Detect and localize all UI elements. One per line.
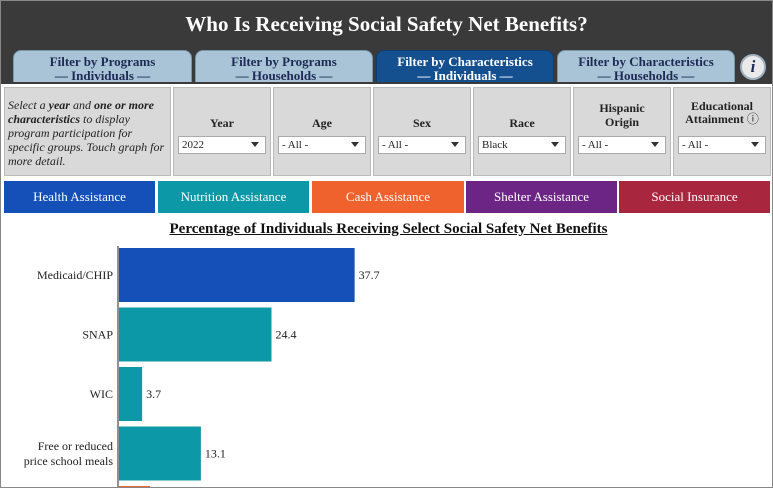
chevron-down-icon (451, 142, 459, 147)
tab-label-line2: — Households — (597, 68, 695, 83)
sex-select-value: - All - (382, 139, 409, 151)
filter-age: Age - All - (273, 87, 371, 176)
chevron-down-icon (251, 142, 259, 147)
filter-year: Year 2022 (173, 87, 271, 176)
help-text-characteristics: one or more characteristics (8, 98, 154, 126)
age-select[interactable]: - All - (278, 136, 366, 154)
filter-hispanic-origin: Hispanic Origin - All - (573, 87, 671, 176)
chart-title: Percentage of Individuals Receiving Sele… (169, 221, 608, 237)
page-title: Who Is Receiving Social Safety Net Benef… (185, 12, 588, 36)
category-tick-label: SNAP (82, 328, 113, 342)
help-text-year: year (48, 98, 70, 112)
help-text-part: to display program participation for spe… (8, 112, 165, 168)
bar-value-label: 13.1 (205, 447, 226, 461)
bar[interactable] (119, 248, 355, 302)
help-text-part: Select a (8, 98, 49, 112)
tab-label-line2: — Individuals — (54, 68, 151, 83)
sex-select[interactable]: - All - (378, 136, 466, 154)
bar[interactable] (119, 367, 143, 421)
filter-education-label-line1: Educational (690, 99, 753, 113)
tab-label-line1: Filter by Programs (49, 54, 156, 69)
bar-value-label: 37.7 (359, 268, 380, 282)
filter-race: Race Black (473, 87, 571, 176)
category-tick-label: price school meals (24, 454, 114, 468)
age-select-value: - All - (282, 139, 309, 151)
bar-value-label: 3.7 (146, 387, 161, 401)
year-select[interactable]: 2022 (178, 136, 266, 154)
tab-characteristics-individuals[interactable]: Filter by Characteristics — Individuals … (376, 50, 554, 83)
bar-value-label: 24.4 (276, 328, 297, 342)
chevron-down-icon (751, 142, 759, 147)
info-icon[interactable]: i (740, 54, 766, 80)
tab-label-line1: Filter by Characteristics (397, 54, 533, 69)
year-select-value: 2022 (182, 139, 204, 151)
help-text-part: and (69, 98, 94, 112)
tab-label-line1: Filter by Characteristics (578, 54, 714, 69)
category-tick-label: Medicaid/CHIP (37, 268, 113, 282)
category-tick-label: WIC (90, 387, 113, 401)
filter-age-label: Age (312, 116, 332, 130)
category-social-insurance[interactable]: Social Insurance (619, 181, 770, 213)
tab-programs-households[interactable]: Filter by Programs — Households — (195, 50, 373, 83)
hispanic-origin-select[interactable]: - All - (578, 136, 666, 154)
educational-attainment-select[interactable]: - All - (678, 136, 766, 154)
category-health-assistance[interactable]: Health Assistance (4, 181, 155, 213)
category-cash-assistance[interactable]: Cash Assistance (312, 181, 464, 213)
bar[interactable] (119, 426, 201, 481)
tab-characteristics-households[interactable]: Filter by Characteristics — Households — (557, 50, 735, 83)
educational-attainment-select-value: - All - (682, 139, 709, 151)
filter-educational-attainment: Educational Attainment ⓘ - All - (673, 87, 771, 176)
tab-label-line1: Filter by Programs (231, 54, 337, 69)
category-tick-label: Free or reduced (38, 439, 113, 453)
chevron-down-icon (551, 142, 559, 147)
filter-bar: Select a year and one or more characteri… (4, 86, 771, 178)
filter-sex: Sex - All - (373, 87, 471, 176)
filter-sex-label: Sex (413, 116, 431, 130)
filter-help-text: Select a year and one or more characteri… (4, 87, 171, 176)
tab-label-line2: — Households — (235, 68, 333, 83)
hispanic-origin-select-value: - All - (582, 139, 609, 151)
filter-year-label: Year (210, 116, 234, 130)
filter-education-label-text: Attainment (685, 112, 744, 126)
filter-education-label-line2: Attainment ⓘ (674, 113, 770, 126)
bar[interactable] (119, 307, 272, 362)
bar-chart[interactable]: 37.7 Medicaid/CHIP 24.4 SNAP 3.7 WIC 13.1 Free … (0, 240, 773, 488)
category-shelter-assistance[interactable]: Shelter Assistance (466, 181, 617, 213)
race-select-value: Black (482, 139, 508, 151)
chevron-down-icon (651, 142, 659, 147)
chevron-down-icon (351, 142, 359, 147)
header-bar: Who Is Receiving Social Safety Net Benef… (0, 0, 773, 84)
category-nutrition-assistance[interactable]: Nutrition Assistance (158, 181, 309, 213)
filter-hispanic-label-line1: Hispanic (599, 101, 645, 115)
filter-race-label: Race (509, 116, 535, 130)
race-select[interactable]: Black (478, 136, 566, 154)
tab-programs-individuals[interactable]: Filter by Programs — Individuals — (13, 50, 192, 83)
info-circle-icon[interactable]: ⓘ (746, 112, 759, 126)
filter-hispanic-label-line2: Origin (604, 115, 639, 129)
tab-label-line2: — Individuals — (417, 68, 513, 83)
